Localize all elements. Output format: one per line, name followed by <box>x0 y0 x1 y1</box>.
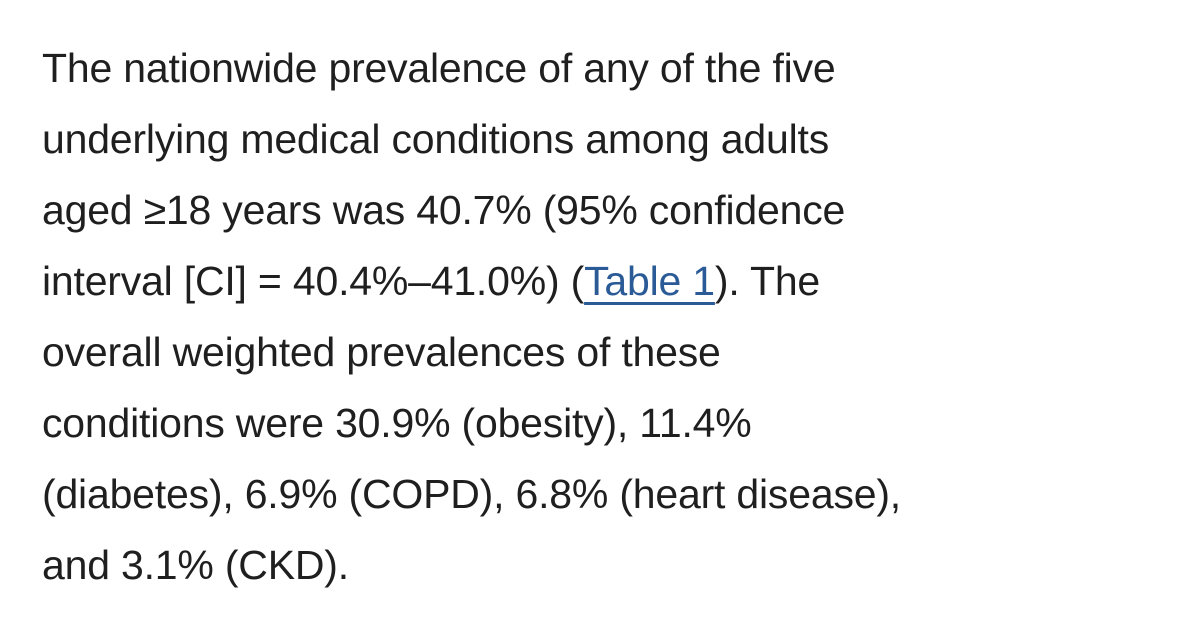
text-line: aged ≥18 years was 40.7% (95% confidence <box>42 187 846 233</box>
text-line: conditions were 30.9% (obesity), 11.4% <box>42 400 752 446</box>
article-paragraph: The nationwide prevalence of any of the … <box>42 45 1170 588</box>
text-line: overall weighted prevalences of these <box>42 329 721 375</box>
text-line: interval [CI] = 40.4%–41.0%) (Table 1). … <box>42 246 1170 317</box>
table-1-link[interactable]: Table 1 <box>584 258 715 304</box>
text-segment: interval [CI] = 40.4%–41.0%) ( <box>42 258 585 304</box>
text-line: The nationwide prevalence of any of the … <box>42 45 836 91</box>
text-line: and 3.1% (CKD). <box>42 542 349 588</box>
text-segment: ). The <box>714 258 821 304</box>
text-line: underlying medical conditions among adul… <box>42 116 830 162</box>
text-line: (diabetes), 6.9% (COPD), 6.8% (heart dis… <box>42 471 901 517</box>
